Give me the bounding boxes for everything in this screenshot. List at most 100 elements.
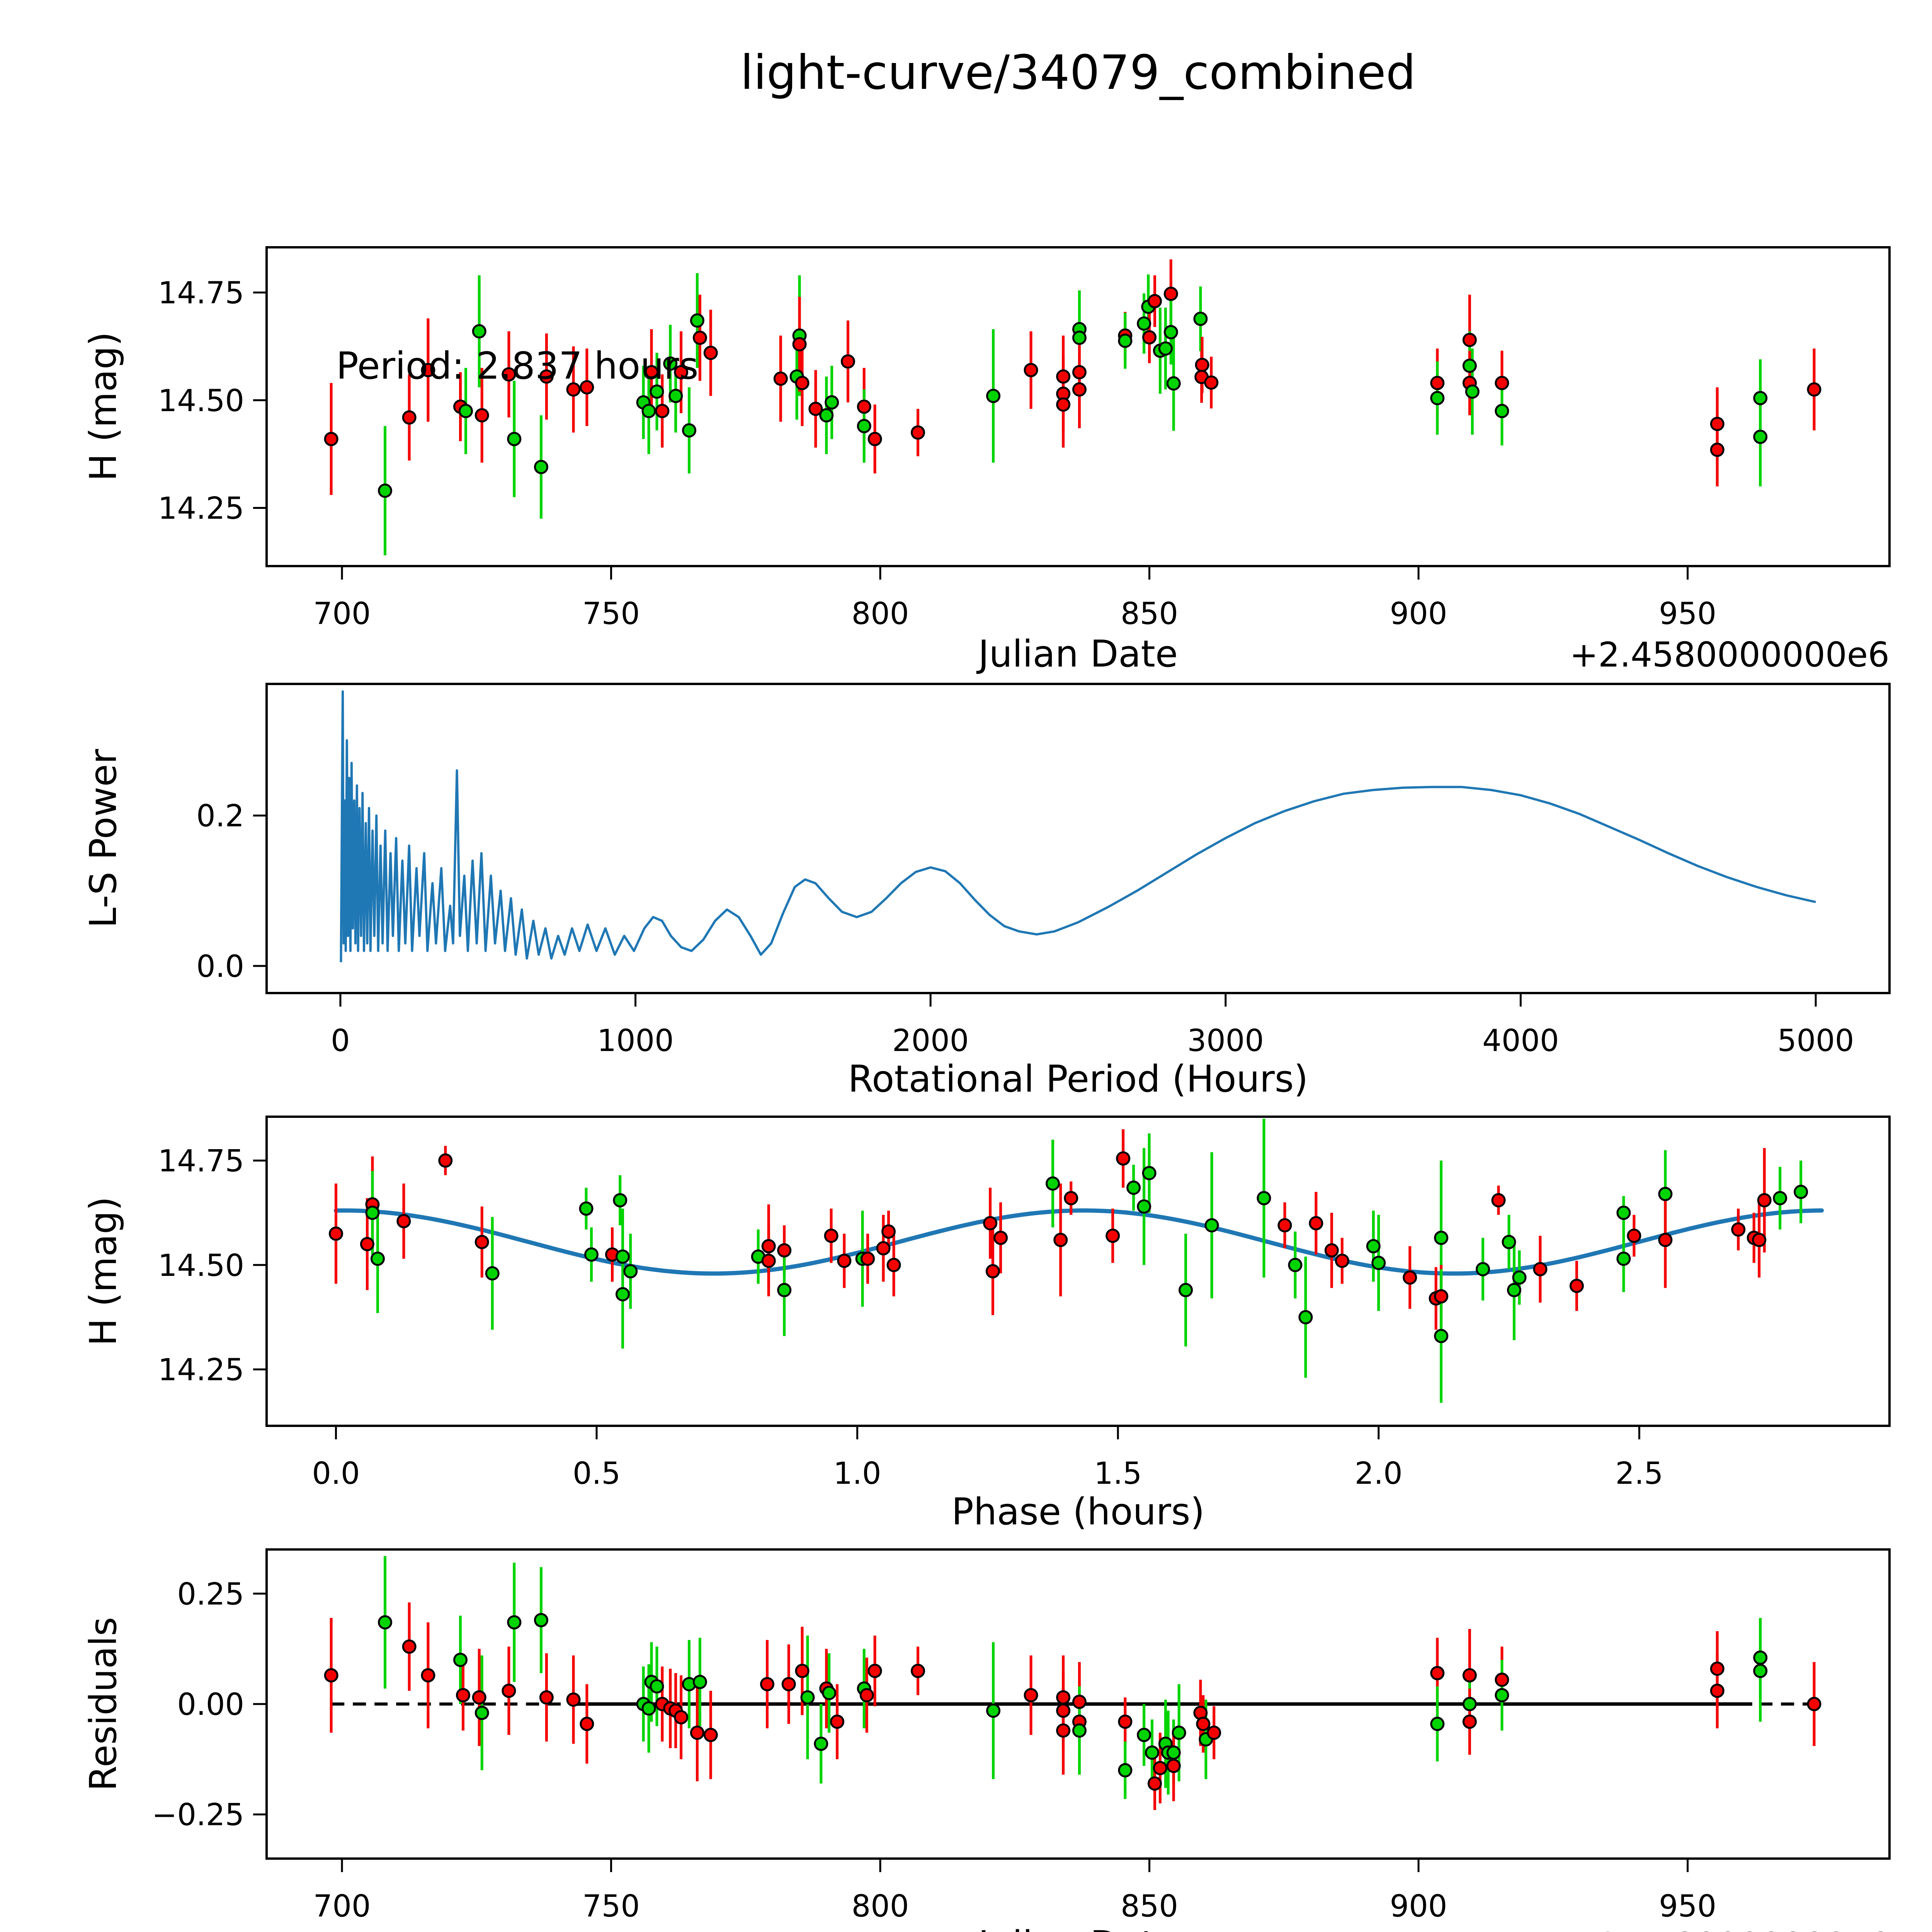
data-point bbox=[1056, 369, 1071, 384]
y-tick-label: 14.50 bbox=[158, 1248, 244, 1283]
data-point bbox=[690, 313, 704, 328]
data-point bbox=[1024, 1688, 1038, 1702]
x-tick-label: 1.0 bbox=[833, 1456, 881, 1491]
data-point bbox=[1153, 1761, 1167, 1776]
data-point bbox=[402, 1639, 417, 1654]
data-point bbox=[1807, 1697, 1821, 1711]
panel-periodogram: 0 1000 2000 3000 4000 5000 0.0 0.2 L-S Power Ro… bbox=[82, 683, 1891, 1100]
data-point bbox=[1462, 1714, 1477, 1729]
data-point bbox=[703, 345, 718, 360]
data-point bbox=[1752, 1233, 1767, 1247]
data-point bbox=[986, 1703, 1001, 1718]
data-point bbox=[857, 400, 871, 414]
data-point bbox=[830, 1714, 845, 1729]
x-tick-label: 850 bbox=[1121, 1889, 1178, 1924]
y-tick-label: 0.00 bbox=[177, 1687, 244, 1722]
data-point bbox=[613, 1193, 628, 1208]
data-point bbox=[911, 425, 925, 440]
x-tick-label: 900 bbox=[1390, 597, 1447, 631]
y-tick-label: 14.50 bbox=[158, 384, 244, 418]
data-point bbox=[1476, 1262, 1490, 1277]
data-point bbox=[534, 1613, 548, 1628]
fit-curve bbox=[333, 1208, 1824, 1276]
data-point bbox=[1807, 382, 1821, 397]
periodogram-curve bbox=[340, 690, 1816, 963]
data-point bbox=[641, 404, 656, 418]
data-point bbox=[485, 1266, 500, 1281]
data-point bbox=[1710, 1662, 1725, 1676]
data-point bbox=[539, 1690, 554, 1705]
data-point bbox=[456, 1688, 470, 1702]
phased-ylabel: H (mag) bbox=[82, 1197, 125, 1346]
y-tick-label: 14.75 bbox=[158, 1144, 244, 1179]
data-point bbox=[1166, 1745, 1181, 1760]
data-point bbox=[655, 404, 670, 418]
data-point bbox=[1658, 1187, 1673, 1201]
data-point bbox=[690, 1725, 704, 1740]
data-point bbox=[1434, 1289, 1449, 1304]
data-point bbox=[1465, 384, 1480, 399]
panel-residuals: 700 750 800 850 900 950 −0.25 0.00 0.25 Residual… bbox=[82, 1548, 1891, 1932]
data-point bbox=[1024, 363, 1038, 378]
data-point bbox=[1434, 1329, 1449, 1344]
axes-spines bbox=[265, 1116, 1891, 1427]
data-point bbox=[1502, 1235, 1516, 1249]
data-point bbox=[840, 354, 855, 369]
data-point bbox=[641, 1701, 656, 1716]
data-point bbox=[876, 1241, 891, 1256]
figure-title: light-curve/34079_combined bbox=[740, 45, 1416, 100]
panel-phased-plot-area: 0.0 0.5 1.0 1.5 2.0 2.5 14.25 14.50 14.75 bbox=[158, 1116, 1891, 1491]
data-point bbox=[584, 1247, 599, 1262]
data-point bbox=[421, 1668, 435, 1683]
data-point bbox=[474, 408, 489, 423]
x-tick-label: 2000 bbox=[892, 1024, 969, 1058]
data-point bbox=[421, 363, 435, 378]
data-point bbox=[402, 410, 417, 425]
data-point bbox=[324, 432, 338, 446]
data-point bbox=[1105, 1228, 1120, 1243]
data-point bbox=[761, 1253, 776, 1268]
data-point bbox=[1204, 375, 1219, 390]
data-point bbox=[1195, 357, 1209, 372]
data-point bbox=[1072, 382, 1087, 397]
data-point bbox=[623, 1264, 638, 1279]
data-point bbox=[1731, 1222, 1746, 1237]
data-point bbox=[1434, 1231, 1449, 1245]
data-point bbox=[703, 1728, 718, 1742]
data-point bbox=[1163, 325, 1178, 340]
data-point bbox=[985, 1264, 1000, 1279]
data-point bbox=[1335, 1253, 1349, 1268]
data-point bbox=[773, 371, 788, 386]
data-point bbox=[566, 382, 581, 397]
data-point bbox=[795, 1663, 810, 1678]
y-tick-label: 14.25 bbox=[158, 491, 244, 526]
data-point bbox=[881, 1224, 896, 1239]
data-point bbox=[1512, 1270, 1527, 1285]
lightcurve-ylabel: H (mag) bbox=[82, 332, 125, 481]
data-point bbox=[1495, 404, 1509, 418]
data-point bbox=[1658, 1233, 1673, 1247]
data-point bbox=[1118, 1763, 1133, 1777]
data-point bbox=[1137, 1199, 1151, 1214]
data-point bbox=[1072, 365, 1087, 379]
x-tick-label: 700 bbox=[313, 597, 371, 631]
data-point bbox=[539, 369, 554, 384]
data-point bbox=[1430, 1716, 1445, 1731]
lightcurve-xlabel: Julian Date bbox=[976, 633, 1178, 675]
data-point bbox=[867, 432, 882, 446]
data-point bbox=[396, 1214, 411, 1228]
data-point bbox=[1753, 430, 1768, 444]
data-point bbox=[1072, 1723, 1087, 1738]
x-tick-label: 0.0 bbox=[312, 1456, 360, 1491]
data-point bbox=[507, 432, 522, 446]
x-tick-label: 900 bbox=[1390, 1889, 1447, 1924]
data-point bbox=[365, 1206, 380, 1220]
data-point bbox=[1773, 1191, 1787, 1206]
data-point bbox=[378, 1615, 392, 1630]
data-point bbox=[1166, 376, 1181, 391]
panel-residuals-plot-area: 700 750 800 850 900 950 −0.25 0.00 0.25 bbox=[152, 1548, 1891, 1924]
data-point bbox=[1462, 1668, 1477, 1683]
panel-phased-lightcurve: 0.0 0.5 1.0 1.5 2.0 2.5 14.25 14.50 14.75 H (mag… bbox=[82, 1116, 1891, 1533]
data-point bbox=[580, 380, 594, 395]
